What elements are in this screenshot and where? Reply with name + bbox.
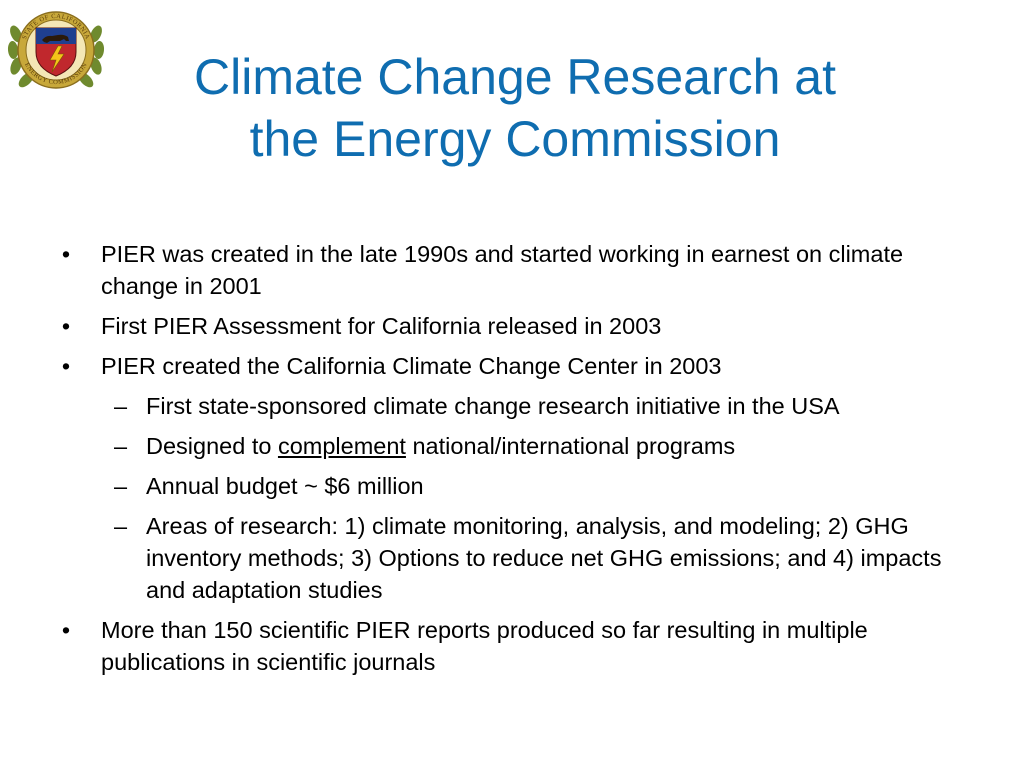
bullet-text: More than 150 scientific PIER reports pr… (101, 617, 868, 675)
bullet-item: • More than 150 scientific PIER reports … (56, 614, 956, 678)
bullet-item: • PIER was created in the late 1990s and… (56, 238, 956, 302)
dash-marker: – (114, 393, 128, 419)
bullet-marker: • (61, 617, 71, 643)
sub-bullet-text: Areas of research: 1) climate monitoring… (146, 513, 942, 603)
sub-bullet-text-suffix: national/international programs (405, 433, 736, 459)
bullet-marker: • (61, 313, 71, 339)
bullet-list: • PIER was created in the late 1990s and… (56, 238, 956, 686)
sub-bullet-text-prefix: Designed to (146, 433, 278, 459)
slide-title-line-1: Climate Change Research at (194, 49, 836, 105)
bullet-text: PIER was created in the late 1990s and s… (101, 241, 904, 299)
sub-bullet-item: – Annual budget ~ $6 million (56, 470, 956, 502)
bullet-marker: • (61, 353, 71, 379)
bullet-item: • PIER created the California Climate Ch… (56, 350, 956, 382)
bullet-item: • First PIER Assessment for California r… (56, 310, 956, 342)
slide-title: Climate Change Research at the Energy Co… (100, 46, 930, 170)
dash-marker: – (114, 513, 128, 539)
sub-bullet-item: – First state-sponsored climate change r… (56, 390, 956, 422)
sub-bullet-text: Annual budget ~ $6 million (146, 473, 424, 499)
bullet-marker: • (61, 241, 71, 267)
sub-bullet-item: – Areas of research: 1) climate monitori… (56, 510, 956, 606)
underlined-word: complement (277, 433, 406, 459)
bullet-text: PIER created the California Climate Chan… (101, 353, 722, 379)
slide-title-line-2: the Energy Commission (249, 111, 781, 167)
california-energy-commission-seal-icon: STATE OF CALIFORNIA ENERGY COMMISSION (7, 11, 105, 89)
dash-marker: – (114, 433, 128, 459)
bullet-text: First PIER Assessment for California rel… (101, 313, 662, 339)
sub-bullet-item: – Designed to complement national/intern… (56, 430, 956, 462)
sub-bullet-text: First state-sponsored climate change res… (146, 393, 840, 419)
dash-marker: – (114, 473, 128, 499)
